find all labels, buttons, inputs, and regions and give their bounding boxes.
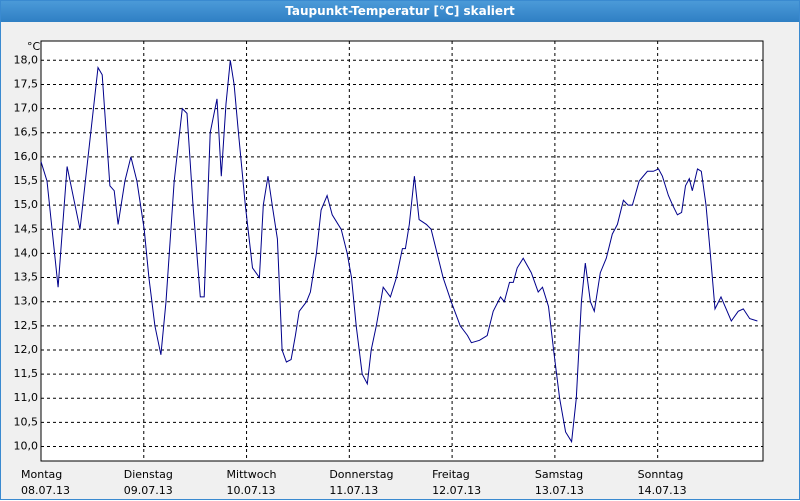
y-tick-label: 18,0 — [14, 53, 39, 66]
x-tick-label: Sonntag — [638, 468, 684, 481]
y-tick-label: 11,5 — [14, 367, 39, 380]
y-tick-label: 15,0 — [14, 198, 39, 211]
x-tick-date: 11.07.13 — [329, 484, 378, 497]
x-tick-date: 13.07.13 — [535, 484, 584, 497]
title-bar: Taupunkt-Temperatur [°C] skaliert — [1, 1, 799, 22]
x-tick-label: Samstag — [535, 468, 583, 481]
y-tick-label: 13,5 — [14, 271, 39, 284]
x-tick-label: Dienstag — [124, 468, 173, 481]
y-tick-label: 12,0 — [14, 343, 39, 356]
y-tick-label: 14,5 — [14, 222, 39, 235]
x-tick-date: 10.07.13 — [227, 484, 276, 497]
data-line — [40, 60, 758, 444]
y-tick-label: 10,0 — [14, 440, 39, 453]
y-tick-label: 14,0 — [14, 246, 39, 259]
x-tick-date: 08.07.13 — [21, 484, 70, 497]
y-tick-label: 16,5 — [14, 126, 39, 139]
x-tick-label: Montag — [21, 468, 62, 481]
x-tick-date: 12.07.13 — [432, 484, 481, 497]
y-tick-label: 15,5 — [14, 174, 39, 187]
y-tick-label: 10,5 — [14, 415, 39, 428]
x-tick-date: 09.07.13 — [124, 484, 173, 497]
y-tick-label: 12,5 — [14, 319, 39, 332]
y-tick-label: 17,0 — [14, 102, 39, 115]
y-unit: °C — [27, 40, 41, 53]
x-tick-label: Mittwoch — [227, 468, 277, 481]
y-tick-label: 16,0 — [14, 150, 39, 163]
x-tick-date: 14.07.13 — [638, 484, 687, 497]
y-tick-label: 17,5 — [14, 77, 39, 90]
y-tick-label: 13,0 — [14, 295, 39, 308]
y-tick-label: 11,0 — [14, 391, 39, 404]
x-tick-label: Freitag — [432, 468, 470, 481]
x-tick-label: Donnerstag — [329, 468, 393, 481]
